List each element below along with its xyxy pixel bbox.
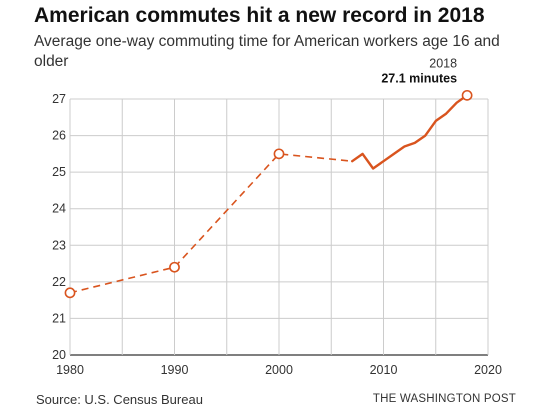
data-point-marker [273,148,285,160]
y-tick-label: 25 [52,165,66,179]
y-tick-label: 22 [52,275,66,289]
data-point-marker [461,89,473,101]
x-tick-label: 1980 [56,363,84,377]
y-tick-label: 27 [52,92,66,106]
chart-title: American commutes hit a new record in 20… [34,4,485,27]
series-layer [69,94,469,294]
grid-layer [69,98,489,356]
publisher-credit: THE WASHINGTON POST [372,393,516,405]
data-point-marker [169,261,180,273]
dashed-series-line [69,153,353,294]
x-tick-label: 2010 [370,363,398,377]
x-tick-label: 2000 [265,363,293,377]
source-note: Source: U.S. Census Bureau [36,392,203,407]
marker-layer [64,89,473,299]
x-tick-label: 1990 [161,363,189,377]
tick-layer: 20 21 22 23 24 25 26 27 1980 1990 2000 2010 2020 [52,92,502,377]
y-tick-label: 20 [52,348,66,362]
y-tick-label: 24 [52,202,66,216]
solid-series-line [351,94,469,170]
annotation-year-label: 2018 [429,56,457,70]
x-tick-label: 2020 [474,363,502,377]
y-tick-label: 21 [52,311,66,325]
y-tick-label: 26 [52,129,66,143]
data-point-marker [64,287,76,299]
chart-subtitle: Average one-way commuting time for Ameri… [34,33,500,70]
y-tick-label: 23 [52,238,66,252]
annotation: 2018 27.1 minutes [381,56,457,85]
annotation-value-label: 27.1 minutes [381,71,457,85]
